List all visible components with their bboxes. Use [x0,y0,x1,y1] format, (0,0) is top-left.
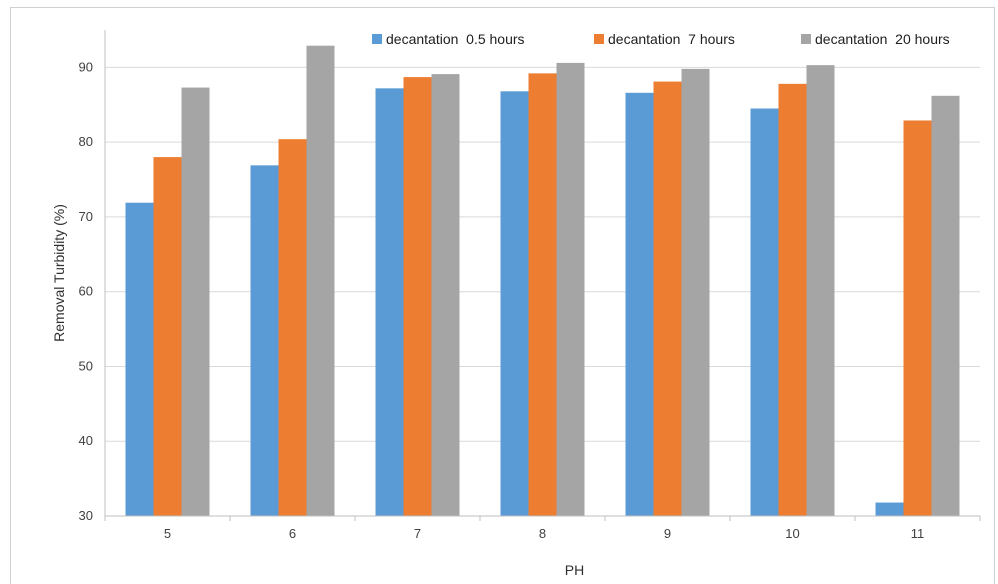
bar-3-11 [931,95,960,516]
legend: decantation 0.5 hours decantation 7 hours… [372,31,950,47]
x-tick-label: 7 [414,526,421,541]
bar-1-11 [875,502,904,516]
bar-1-9 [625,92,654,516]
x-tick-label: 8 [539,526,546,541]
legend-item: decantation 7 hours [594,31,735,47]
y-axis-title: Removal Turbidity (%) [51,204,67,342]
legend-label: decantation 0.5 hours [386,31,525,47]
legend-label: decantation 7 hours [608,31,735,47]
legend-swatch [372,34,382,44]
bar-2-10 [778,83,807,516]
legend-swatch [594,34,604,44]
y-axis-ticks: 30 40 50 60 70 80 90 [79,59,93,523]
y-tick-label: 60 [79,284,93,299]
y-tick-label: 90 [79,59,93,74]
bar-3-10 [806,65,835,516]
bars [125,45,960,517]
x-tick-label: 11 [911,526,925,541]
legend-swatch [801,34,811,44]
bar-3-5 [181,87,210,516]
bar-2-7 [403,77,432,516]
bar-3-6 [306,45,335,516]
bar-1-8 [500,91,529,517]
bar-2-8 [528,73,557,517]
legend-label: decantation 20 hours [815,31,950,47]
bar-2-11 [903,120,932,517]
bar-1-5 [125,202,154,516]
bar-3-8 [556,62,585,516]
legend-item: decantation 0.5 hours [372,31,525,47]
bar-2-5 [153,157,182,516]
y-tick-label: 70 [79,209,93,224]
x-axis-ticks: 5 6 7 8 9 10 11 [104,516,981,541]
y-tick-label: 40 [79,433,93,448]
x-tick-label: 9 [664,526,671,541]
x-axis-title: PH [565,562,584,578]
x-tick-label: 6 [289,526,296,541]
bar-1-7 [375,88,404,516]
bar-1-10 [750,108,779,516]
bar-3-9 [681,68,710,516]
bar-1-6 [250,165,279,516]
legend-item: decantation 20 hours [801,31,950,47]
y-tick-label: 80 [79,134,93,149]
bar-2-9 [653,81,682,517]
y-tick-label: 50 [79,358,93,373]
x-tick-label: 10 [785,526,799,541]
bar-3-7 [431,74,460,517]
x-tick-label: 5 [164,526,171,541]
bar-2-6 [278,139,307,516]
y-tick-label: 30 [79,508,93,523]
